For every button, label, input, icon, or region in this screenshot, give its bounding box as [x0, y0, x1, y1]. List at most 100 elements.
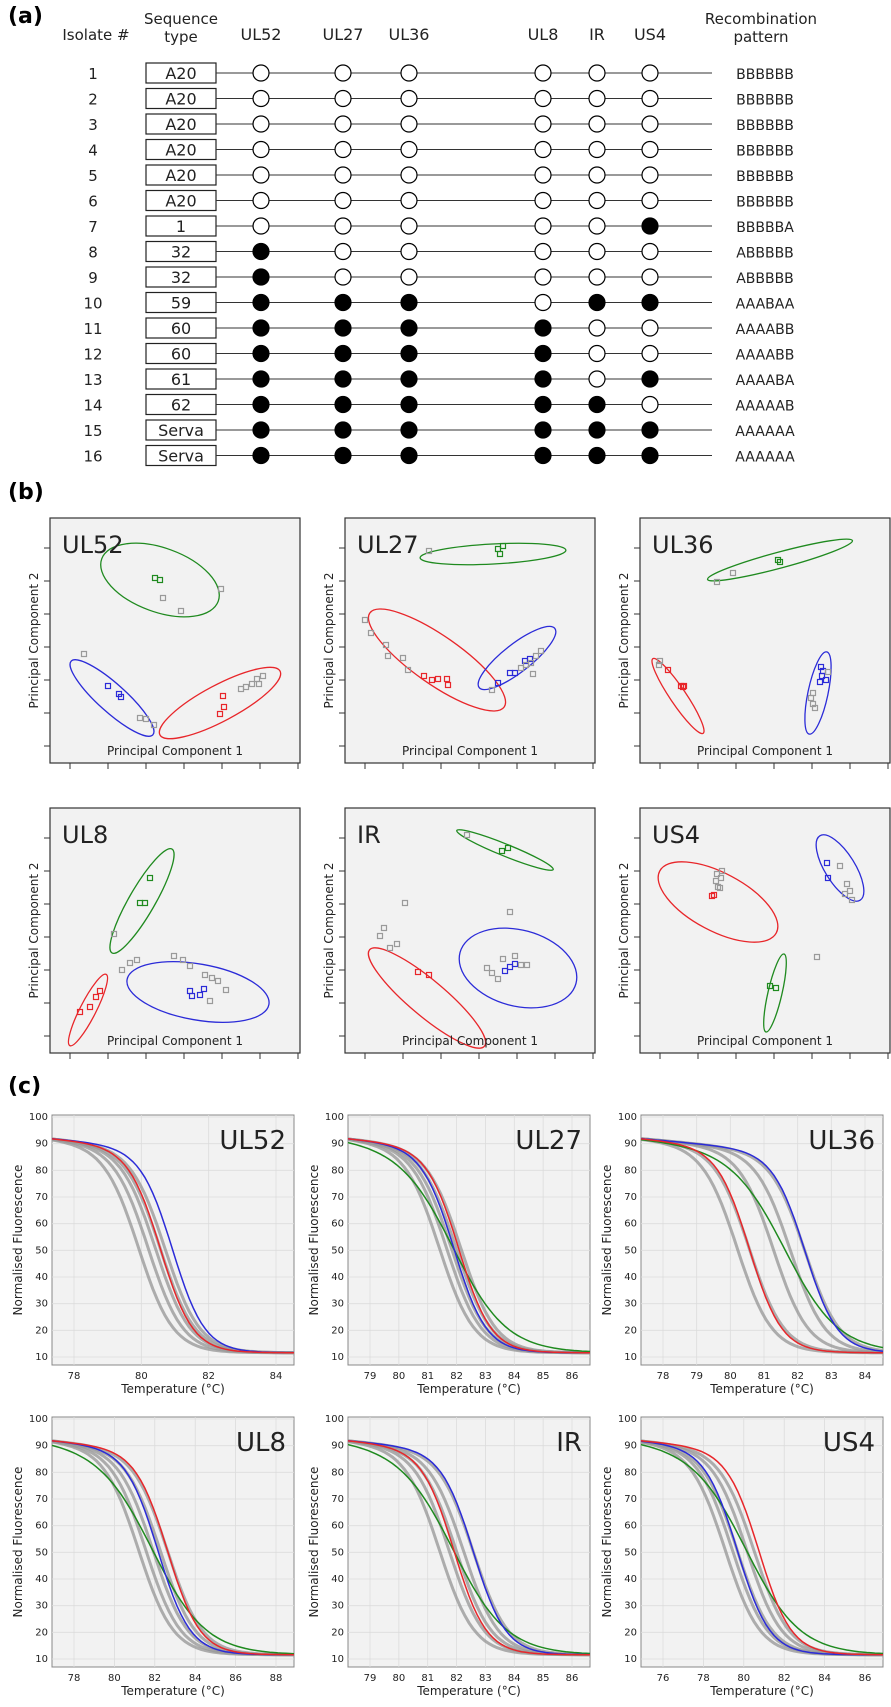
- y-tick-label: 50: [35, 1547, 48, 1558]
- pca-plot-title: UL36: [652, 531, 713, 559]
- melt-plot-ul8: 10 20 30 40 50 60 70 80 90 100 78 80 82 84 86 88 UL8 Temp…: [11, 1414, 295, 1698]
- melt-plot-ir: 10 20 30 40 50 60 70 80 90 100 79 80 81 82 83 84 85 86 IR T…: [307, 1414, 591, 1698]
- allele-b-open-circle: [252, 217, 270, 235]
- melt-curve-green: [640, 1443, 884, 1655]
- data-point-grey: [259, 672, 267, 680]
- sequence-type-label: A20: [165, 115, 196, 134]
- allele-a-filled-circle: [534, 319, 552, 337]
- melt-plot-ul52: 10 20 30 40 50 60 70 80 90 100 78 80 82 84 UL52 Tempera…: [11, 1112, 295, 1396]
- data-point-red: [414, 968, 422, 976]
- data-point-green: [776, 558, 784, 566]
- sequence-type-label: A20: [165, 141, 196, 160]
- data-point-red: [96, 987, 104, 995]
- y-tick-label: 60: [35, 1219, 48, 1230]
- y-axis-label: Principal Component 2: [27, 862, 41, 998]
- table-row: 6 A20 BBBBBB: [88, 189, 794, 212]
- allele-a-filled-circle: [400, 446, 418, 465]
- data-point-green: [772, 984, 780, 992]
- x-tick-label: 83: [825, 1371, 838, 1382]
- header-locus-ul36: UL36: [389, 25, 430, 44]
- recombination-pattern: BBBBBB: [736, 169, 794, 185]
- data-point-grey: [656, 657, 664, 665]
- y-tick-label: 30: [624, 1299, 637, 1310]
- data-point-grey: [532, 652, 540, 660]
- data-point-green: [498, 847, 506, 855]
- allele-b-open-circle: [588, 89, 606, 108]
- x-tick-label: 79: [364, 1371, 377, 1382]
- allele-b-open-circle: [334, 191, 352, 210]
- x-tick-label: 82: [791, 1371, 804, 1382]
- x-tick-label: 85: [537, 1371, 550, 1382]
- data-point-red: [92, 993, 100, 1001]
- allele-b-open-circle: [252, 140, 270, 159]
- allele-b-open-circle: [588, 140, 606, 159]
- table-row: 3 A20 BBBBBB: [88, 113, 794, 135]
- data-point-grey: [201, 971, 209, 979]
- panel-label-b: (b): [8, 480, 44, 505]
- allele-b-open-circle: [534, 293, 552, 312]
- allele-b-open-circle: [252, 64, 270, 82]
- x-tick-label: 84: [508, 1371, 521, 1382]
- isolate-number: 7: [88, 218, 98, 236]
- sequence-type-label: 60: [171, 319, 191, 338]
- data-point-grey: [170, 952, 178, 960]
- allele-b-open-circle: [641, 166, 659, 184]
- y-tick-label: 30: [331, 1601, 344, 1612]
- data-point-grey: [655, 661, 663, 669]
- data-point-grey: [80, 650, 88, 658]
- allele-b-open-circle: [534, 166, 552, 184]
- allele-a-filled-circle: [534, 421, 552, 439]
- x-tick-label: 80: [135, 1371, 148, 1382]
- cluster-ellipse-green: [109, 847, 175, 955]
- sequence-type-label: 1: [176, 217, 186, 236]
- cluster-ellipse-green: [456, 829, 554, 871]
- y-tick-label: 20: [35, 1627, 48, 1638]
- recombination-pattern: AAAABA: [736, 373, 795, 389]
- isolate-number: 6: [88, 193, 98, 211]
- allele-b-open-circle: [588, 319, 606, 337]
- x-tick-label: 80: [392, 1371, 405, 1382]
- melt-plot-title: UL27: [515, 1126, 582, 1156]
- allele-b-open-circle: [588, 268, 606, 286]
- allele-b-open-circle: [641, 395, 659, 414]
- data-point-green: [499, 542, 507, 550]
- recombination-pattern: BBBBBB: [736, 144, 794, 160]
- allele-a-filled-circle: [641, 370, 659, 388]
- data-point-red: [679, 683, 687, 691]
- x-tick-label: 82: [450, 1371, 463, 1382]
- allele-b-open-circle: [534, 115, 552, 133]
- table-row: 14 62 AAAAAB: [83, 393, 795, 416]
- allele-b-open-circle: [641, 191, 659, 210]
- x-axis-label: Principal Component 1: [107, 1034, 243, 1048]
- x-tick-label: 82: [778, 1673, 791, 1684]
- allele-a-filled-circle: [252, 370, 270, 388]
- x-tick-label: 86: [859, 1673, 872, 1684]
- data-point-grey: [401, 899, 409, 907]
- data-point-grey: [186, 962, 194, 970]
- data-point-grey: [483, 964, 491, 972]
- allele-b-open-circle: [641, 115, 659, 133]
- x-axis-label: Principal Component 1: [697, 744, 833, 758]
- data-point-grey: [494, 975, 502, 983]
- allele-a-filled-circle: [400, 370, 418, 388]
- data-point-grey: [712, 877, 720, 885]
- data-point-red: [708, 892, 716, 900]
- data-point-blue: [511, 669, 519, 677]
- allele-b-open-circle: [588, 191, 606, 210]
- x-tick-label: 84: [189, 1673, 202, 1684]
- data-point-blue: [196, 991, 204, 999]
- x-axis-label: Principal Component 1: [697, 1034, 833, 1048]
- y-tick-label: 80: [35, 1467, 48, 1478]
- data-point-grey: [813, 953, 821, 961]
- table-row: 5 A20 BBBBBB: [88, 164, 794, 186]
- allele-b-open-circle: [334, 115, 352, 133]
- allele-a-filled-circle: [400, 293, 418, 312]
- data-point-grey: [142, 715, 150, 723]
- allele-b-open-circle: [534, 217, 552, 235]
- x-tick-label: 79: [364, 1673, 377, 1684]
- data-point-green: [156, 576, 164, 584]
- data-point-grey: [376, 932, 384, 940]
- allele-a-filled-circle: [334, 446, 352, 465]
- y-tick-label: 80: [331, 1165, 344, 1176]
- data-point-grey: [523, 961, 531, 969]
